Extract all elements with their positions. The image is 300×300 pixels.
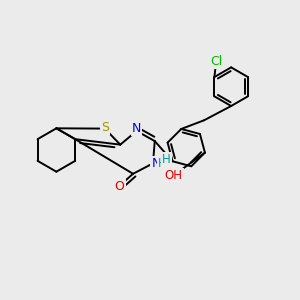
Text: N: N xyxy=(132,122,141,135)
Text: N: N xyxy=(151,157,160,170)
Text: OH: OH xyxy=(165,169,183,182)
Text: S: S xyxy=(101,121,109,134)
Text: H: H xyxy=(162,153,171,166)
Text: Cl: Cl xyxy=(210,55,222,68)
Text: H: H xyxy=(158,157,167,170)
Text: O: O xyxy=(115,180,124,193)
